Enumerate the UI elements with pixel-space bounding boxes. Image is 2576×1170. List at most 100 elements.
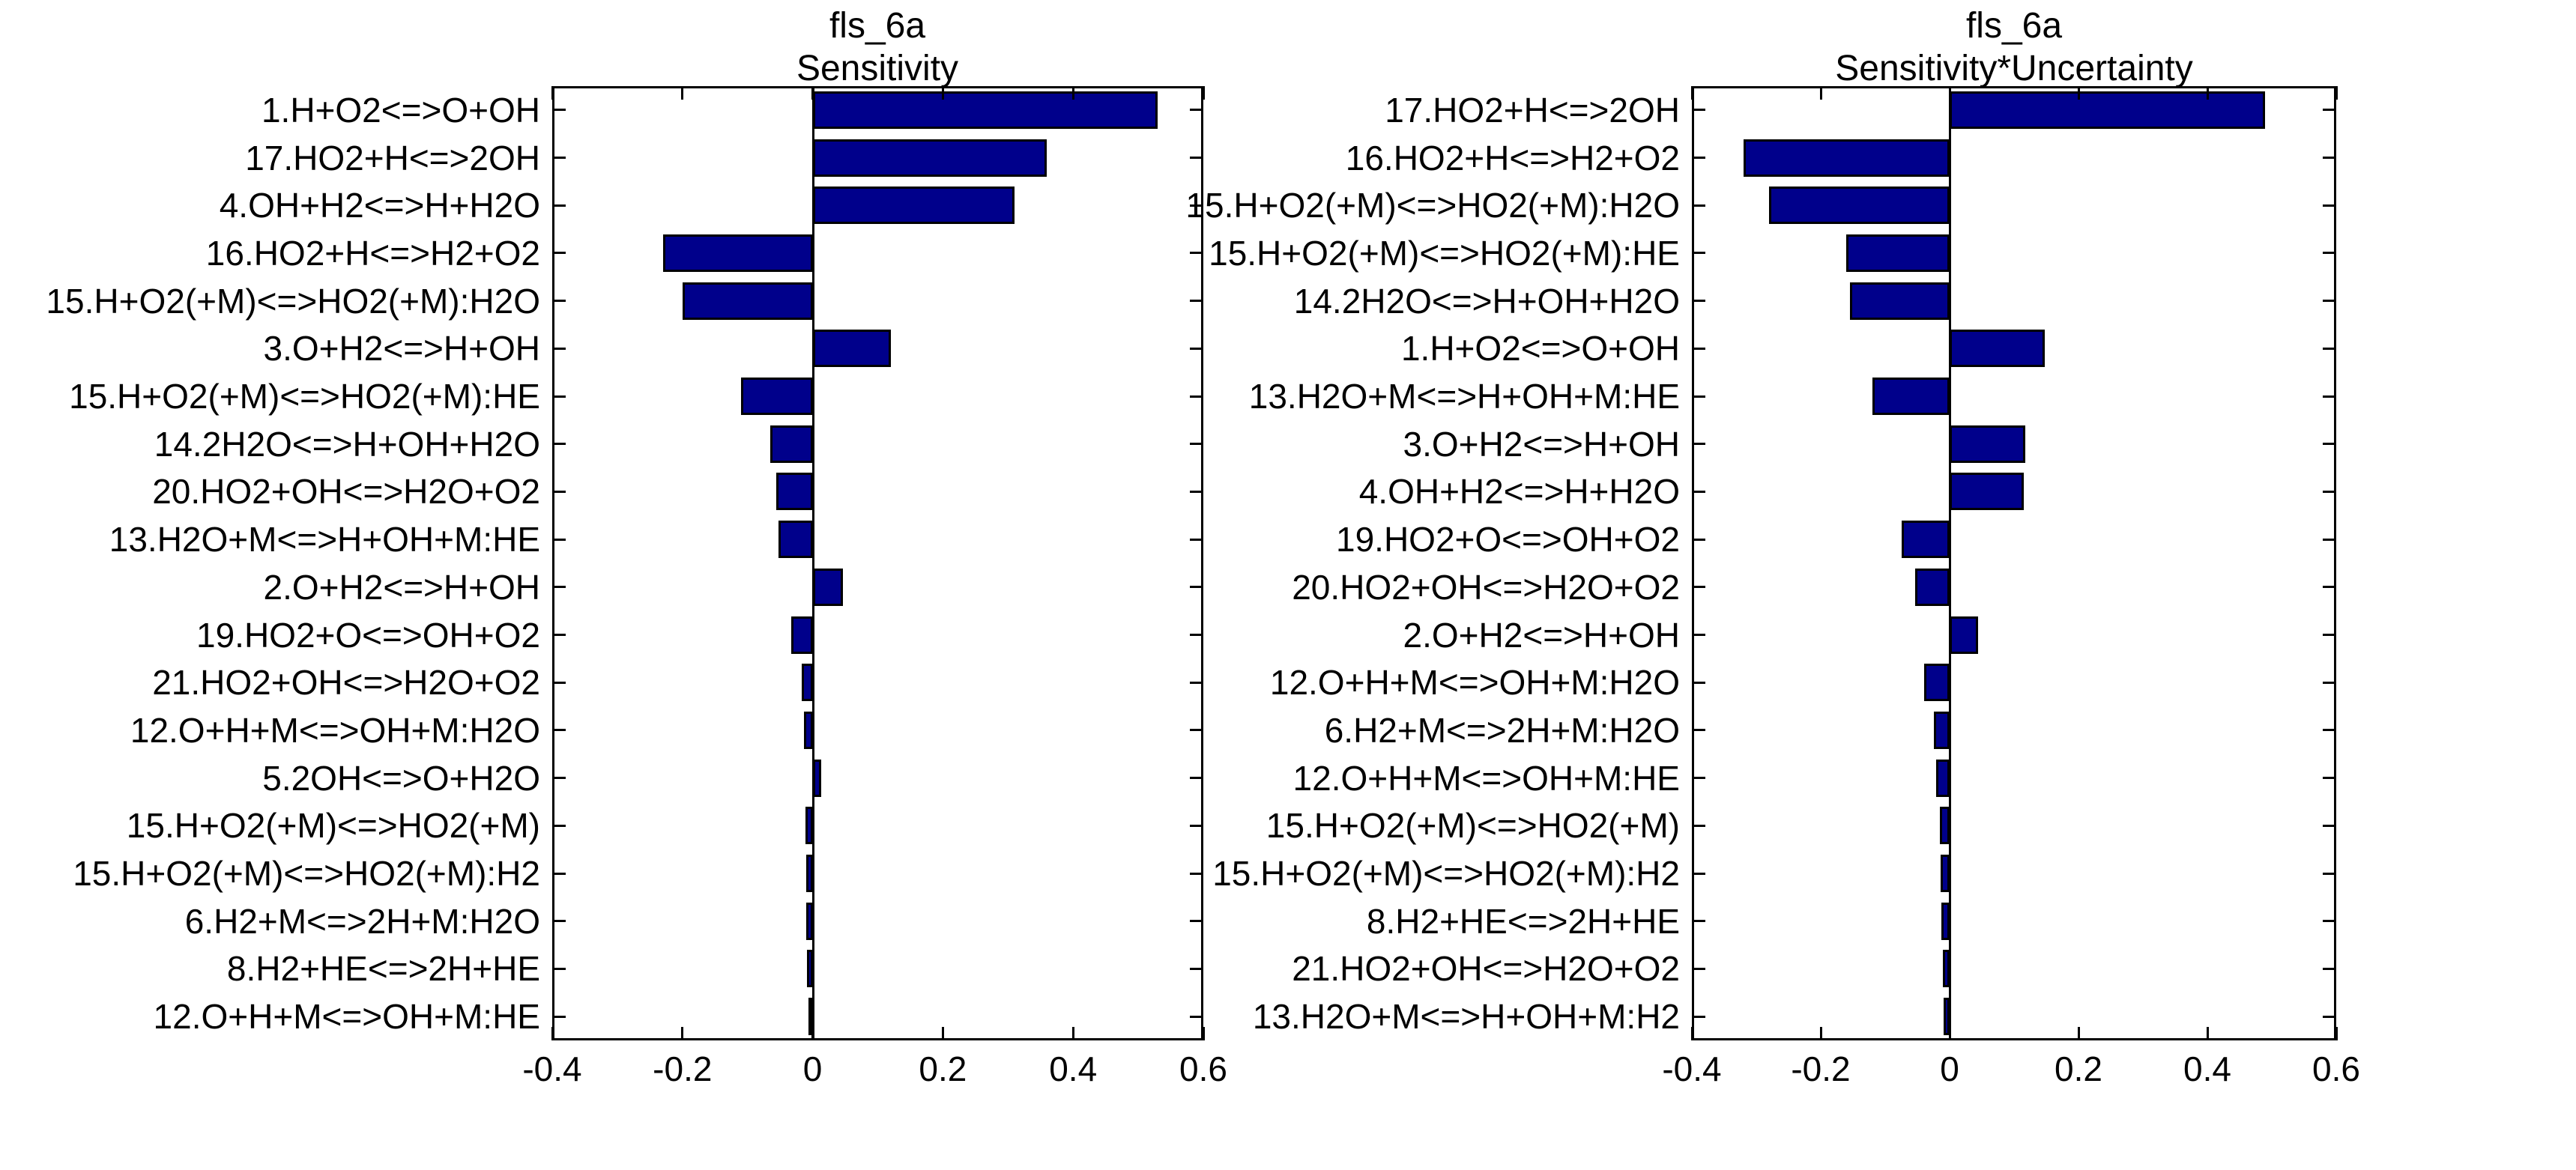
bar-right-10: [1901, 521, 1950, 559]
y-tick: [552, 681, 566, 684]
y-tick: [2323, 586, 2336, 589]
bar-left-3: [812, 187, 1015, 225]
x-tick-label: 0: [802, 1049, 823, 1088]
bar-right-11: [1915, 568, 1950, 606]
bar-left-2: [812, 139, 1047, 177]
bar-right-20: [1944, 998, 1950, 1036]
x-tick: [1202, 1027, 1205, 1040]
y-axis-label: 12.O+H+M<=>OH+M:HE: [1292, 758, 1680, 798]
y-tick: [1190, 967, 1203, 970]
y-axis-label: 15.H+O2(+M)<=>HO2(+M):H2: [73, 854, 540, 894]
x-tick: [1690, 86, 1693, 100]
y-tick: [552, 157, 566, 160]
bar-left-14: [804, 711, 813, 749]
y-tick: [1692, 586, 1705, 589]
y-tick: [1190, 1015, 1203, 1018]
bar-left-13: [801, 664, 813, 702]
x-tick: [1202, 86, 1205, 100]
y-axis-label: 15.H+O2(+M)<=>HO2(+M):HE: [69, 377, 540, 416]
y-axis-label: 15.H+O2(+M)<=>HO2(+M): [1266, 806, 1680, 846]
y-tick: [1692, 538, 1705, 541]
x-tick: [941, 86, 944, 100]
left-chart-title-line1: fls_6a: [829, 6, 926, 46]
x-tick: [1819, 1027, 1822, 1040]
right-chart-title: fls_6a Sensitivity*Uncertainty: [1835, 4, 2193, 90]
y-tick: [1190, 395, 1203, 398]
y-tick: [552, 1015, 566, 1018]
y-tick: [2323, 395, 2336, 398]
bar-right-7: [1872, 378, 1950, 416]
y-axis-label: 16.HO2+H<=>H2+O2: [1345, 138, 1680, 178]
y-tick: [2323, 681, 2336, 684]
x-tick-label: 0.2: [919, 1049, 967, 1088]
x-tick: [681, 1027, 684, 1040]
y-tick: [2323, 252, 2336, 255]
y-tick: [1692, 777, 1705, 780]
bar-left-17: [805, 855, 813, 893]
x-tick: [1071, 1027, 1074, 1040]
y-axis-label: 4.OH+H2<=>H+H2O: [219, 186, 540, 225]
y-tick: [1190, 252, 1203, 255]
y-tick: [1692, 204, 1705, 207]
y-tick: [1692, 490, 1705, 493]
x-tick-label: 0.6: [1179, 1049, 1227, 1088]
x-tick: [941, 1027, 944, 1040]
y-axis-label: 8.H2+HE<=>2H+HE: [226, 949, 540, 989]
y-axis-label: 15.H+O2(+M)<=>HO2(+M):H2O: [1185, 186, 1680, 225]
x-tick: [1690, 1027, 1693, 1040]
bar-right-2: [1743, 139, 1950, 177]
y-tick: [1190, 729, 1203, 732]
y-tick: [552, 967, 566, 970]
bar-left-15: [812, 759, 821, 797]
x-tick-label: 0.4: [2183, 1049, 2231, 1088]
y-tick: [2323, 729, 2336, 732]
y-axis-label: 15.H+O2(+M)<=>HO2(+M):H2O: [46, 281, 540, 321]
right-chart-plot-area: [1692, 86, 2336, 1040]
y-tick: [552, 538, 566, 541]
y-tick: [2323, 443, 2336, 446]
y-tick: [2323, 634, 2336, 637]
bar-right-9: [1950, 473, 2024, 511]
y-tick: [552, 443, 566, 446]
y-axis-label: 15.H+O2(+M)<=>HO2(+M): [126, 806, 540, 846]
y-tick: [2323, 109, 2336, 112]
y-tick: [1692, 252, 1705, 255]
y-tick: [2323, 300, 2336, 303]
y-axis-label: 5.2OH<=>O+H2O: [262, 758, 540, 798]
right-chart-title-line2: Sensitivity*Uncertainty: [1835, 49, 2193, 88]
y-axis-label: 14.2H2O<=>H+OH+H2O: [1293, 281, 1680, 321]
bar-left-8: [770, 425, 813, 463]
y-tick: [2323, 920, 2336, 923]
y-tick: [2323, 157, 2336, 160]
y-tick: [552, 347, 566, 350]
x-tick: [811, 1027, 814, 1040]
x-tick: [681, 86, 684, 100]
x-tick-label: 0.6: [2312, 1049, 2360, 1088]
y-axis-label: 15.H+O2(+M)<=>HO2(+M):H2: [1212, 854, 1680, 894]
bar-left-12: [790, 616, 813, 654]
y-tick: [1692, 443, 1705, 446]
y-axis-label: 12.O+H+M<=>OH+M:H2O: [1269, 663, 1680, 703]
y-tick: [1692, 109, 1705, 112]
y-axis-label: 17.HO2+H<=>2OH: [245, 138, 540, 178]
y-tick: [1692, 920, 1705, 923]
y-tick: [552, 300, 566, 303]
x-tick-label: -0.2: [653, 1049, 713, 1088]
y-axis-label: 12.O+H+M<=>OH+M:H2O: [130, 710, 540, 750]
y-tick: [2323, 872, 2336, 875]
y-axis-label: 13.H2O+M<=>H+OH+M:H2: [1252, 997, 1680, 1037]
y-axis-label: 15.H+O2(+M)<=>HO2(+M):HE: [1209, 233, 1680, 273]
y-tick: [552, 490, 566, 493]
bar-right-12: [1950, 616, 1978, 654]
bar-right-8: [1950, 425, 2025, 463]
y-tick: [1692, 824, 1705, 827]
x-tick: [551, 1027, 554, 1040]
y-tick: [2323, 1015, 2336, 1018]
y-tick: [2323, 538, 2336, 541]
x-tick: [2335, 1027, 2338, 1040]
x-tick: [551, 86, 554, 100]
y-axis-label: 6.H2+M<=>2H+M:H2O: [184, 901, 540, 941]
x-tick-label: -0.2: [1791, 1049, 1851, 1088]
y-axis-label: 8.H2+HE<=>2H+HE: [1366, 901, 1680, 941]
y-axis-label: 16.HO2+H<=>H2+O2: [205, 233, 540, 273]
